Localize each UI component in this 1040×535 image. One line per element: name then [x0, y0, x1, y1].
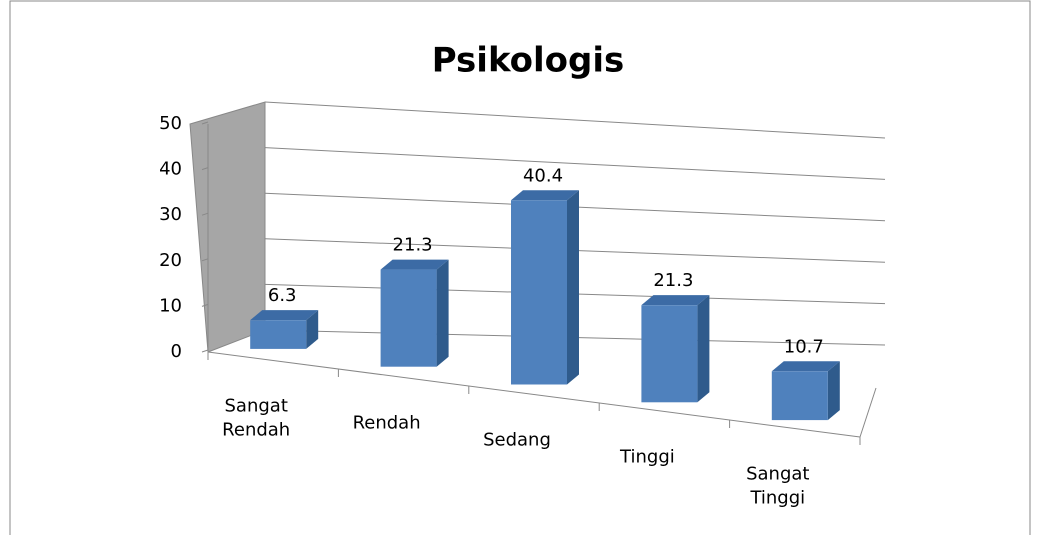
- grid-line: [264, 147, 886, 180]
- bar-top: [641, 295, 710, 306]
- y-tick-label: 20: [159, 250, 182, 271]
- value-label: 10.7: [784, 336, 824, 357]
- chart-title: Psikologis: [432, 41, 625, 81]
- x-tick-label: Sangat Tinggi: [746, 464, 809, 509]
- bar-side: [697, 295, 710, 403]
- bar-top: [511, 190, 579, 201]
- value-label: 21.3: [393, 235, 433, 256]
- bar-top: [380, 259, 449, 270]
- value-label: 21.3: [653, 270, 693, 291]
- y-tick-label: 40: [159, 159, 182, 180]
- value-label: 40.4: [523, 165, 563, 186]
- y-tick: [201, 167, 209, 171]
- x-tick-label: Tinggi: [619, 447, 675, 468]
- bar: [380, 269, 437, 367]
- y-tick-label: 50: [159, 113, 182, 134]
- floor-right: [859, 387, 877, 438]
- y-tick: [201, 349, 209, 353]
- y-tick-label: 10: [159, 295, 182, 316]
- bar-side: [306, 310, 319, 349]
- bar: [511, 200, 567, 385]
- bar-side: [567, 190, 579, 385]
- bar: [641, 305, 698, 403]
- bar-top: [250, 310, 319, 321]
- y-tick-label: 0: [171, 341, 182, 362]
- x-tick-label: Sangat Rendah: [222, 396, 290, 441]
- y-tick: [201, 258, 209, 262]
- x-tick-label: Sedang: [483, 430, 551, 451]
- y-tick: [201, 121, 209, 125]
- bar-side: [436, 259, 449, 367]
- value-label: 6.3: [268, 285, 297, 306]
- grid-line: [264, 101, 886, 139]
- y-tick-label: 30: [159, 204, 182, 225]
- bar: [771, 371, 828, 421]
- x-axis: [207, 351, 861, 438]
- bar-side: [827, 361, 840, 421]
- x-tick-label: Rendah: [353, 413, 421, 434]
- bar: [250, 320, 307, 349]
- y-tick: [201, 303, 209, 307]
- bar-top: [771, 361, 840, 372]
- y-tick: [201, 212, 209, 216]
